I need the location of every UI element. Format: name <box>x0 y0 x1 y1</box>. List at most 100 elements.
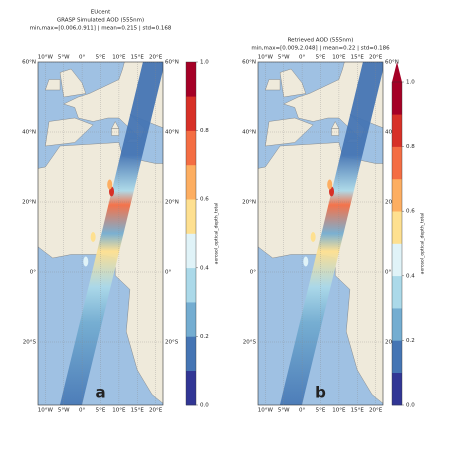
map <box>38 62 163 405</box>
x-tick-label: 20°E <box>369 408 383 414</box>
x-tick-label: 5°W <box>58 408 70 414</box>
land <box>45 79 61 91</box>
land <box>45 117 94 147</box>
colorbar-segment <box>186 370 196 406</box>
y-tick-label: 60°N <box>22 60 36 66</box>
colorbar-tick-label: 0.8 <box>200 128 209 134</box>
colorbar-segment <box>392 243 402 277</box>
colorbar-segment <box>392 275 402 309</box>
aerosol-patch <box>83 256 89 267</box>
panel-title: GRASP Simulated AOD (555nm) <box>57 18 144 24</box>
colorbar-tick-label: 0.6 <box>200 197 209 203</box>
x-tick-label: 5°W <box>278 408 290 414</box>
colorbar-segment <box>392 340 402 373</box>
colorbar-segment <box>392 82 402 115</box>
x-tick-label: 10°E <box>332 408 346 414</box>
aerosol-patch <box>303 256 309 267</box>
x-tick-label: 10°W <box>258 408 274 414</box>
colorbar-frame <box>185 61 197 406</box>
panel-label: b <box>315 384 326 402</box>
x-tick-label: 5°E <box>96 408 106 414</box>
colorbar-extend <box>392 62 402 82</box>
colorbar-segment <box>186 130 196 166</box>
colorbar-segment <box>186 267 196 303</box>
y-tick-label: 0° <box>165 270 171 276</box>
colorbar-segment <box>186 233 196 269</box>
land <box>265 79 281 91</box>
panel-label: a <box>95 384 105 402</box>
y-tick-label: 0° <box>385 270 391 276</box>
colorbar-segment <box>392 178 402 212</box>
colorbar-tick-label: 0.0 <box>200 403 209 409</box>
x-tick-label: 10°W <box>38 55 54 61</box>
colorbar-tick-label: 0.4 <box>200 265 209 271</box>
y-tick-label: 60°N <box>242 60 256 66</box>
y-tick-label: 40°N <box>165 130 179 136</box>
x-tick-label: 5°E <box>316 55 326 61</box>
colorbar-segment <box>392 308 402 341</box>
panel-title: min,max=[0.009,2.048] | mean=0.22 | std=… <box>251 46 390 52</box>
x-tick-label: 5°W <box>58 55 70 61</box>
land <box>265 117 314 147</box>
x-tick-label: 15°E <box>131 55 145 61</box>
swath <box>59 62 163 405</box>
colorbar-segment <box>392 146 402 180</box>
x-tick-label: 0° <box>79 55 85 61</box>
colorbar-tick-label: 0.2 <box>200 334 209 340</box>
colorbar-segment <box>392 372 402 406</box>
colorbar-tick-label: 0.0 <box>406 403 415 409</box>
land <box>258 142 383 404</box>
colorbar-tick-label: 0.8 <box>406 144 415 150</box>
colorbar-segment <box>186 336 196 371</box>
x-tick-label: 15°E <box>351 408 365 414</box>
colorbar-tick-label: 0.4 <box>406 273 415 279</box>
y-tick-label: 40°N <box>242 130 256 136</box>
colorbar-segment <box>186 164 196 200</box>
land <box>38 142 163 404</box>
x-tick-label: 0° <box>299 408 305 414</box>
y-tick-label: 20°N <box>165 200 179 206</box>
x-tick-label: 0° <box>299 55 305 61</box>
y-tick-label: 0° <box>30 270 36 276</box>
x-tick-label: 5°E <box>316 408 326 414</box>
panel-title: Retrieved AOD (555nm) <box>288 38 354 44</box>
colorbar-tick-label: 0.2 <box>406 338 415 344</box>
panel-title: EUcent <box>91 10 111 16</box>
colorbar-segment <box>186 62 196 97</box>
colorbar-tick-label: 0.6 <box>406 209 415 215</box>
colorbar-segment <box>392 114 402 147</box>
colorbar-segment <box>186 199 196 234</box>
colorbar-segment <box>186 96 196 131</box>
x-tick-label: 10°E <box>112 55 126 61</box>
aerosol-patch <box>90 232 96 242</box>
x-tick-label: 15°E <box>351 55 365 61</box>
x-tick-label: 20°E <box>149 408 163 414</box>
y-tick-label: 20°S <box>23 340 37 346</box>
land <box>331 121 340 129</box>
colorbar-frame <box>391 81 403 406</box>
aerosol-patch <box>107 179 113 190</box>
panel-title: min,max=[0.006,0.911] | mean=0.215 | std… <box>30 26 172 32</box>
y-tick-label: 20°S <box>165 340 179 346</box>
x-tick-label: 10°E <box>112 408 126 414</box>
colorbar-label: aerosol_optical_depth_total <box>214 203 220 265</box>
x-tick-label: 20°E <box>149 55 163 61</box>
y-tick-label: 20°N <box>242 200 256 206</box>
x-tick-label: 5°E <box>96 55 106 61</box>
aerosol-patch <box>327 179 333 190</box>
colorbar-tick-label: 1.0 <box>406 80 415 86</box>
map <box>258 62 383 405</box>
y-tick-label: 20°S <box>243 340 257 346</box>
colorbar-tick-label: 1.0 <box>200 60 209 66</box>
x-tick-label: 20°E <box>369 55 383 61</box>
y-tick-label: 60°N <box>385 60 399 66</box>
x-tick-label: 0° <box>79 408 85 414</box>
y-tick-label: 60°N <box>165 60 179 66</box>
x-tick-label: 10°W <box>258 55 274 61</box>
x-tick-label: 15°E <box>131 408 145 414</box>
x-tick-label: 10°E <box>332 55 346 61</box>
land <box>111 121 120 129</box>
x-tick-label: 10°W <box>38 408 54 414</box>
x-tick-label: 5°W <box>278 55 290 61</box>
